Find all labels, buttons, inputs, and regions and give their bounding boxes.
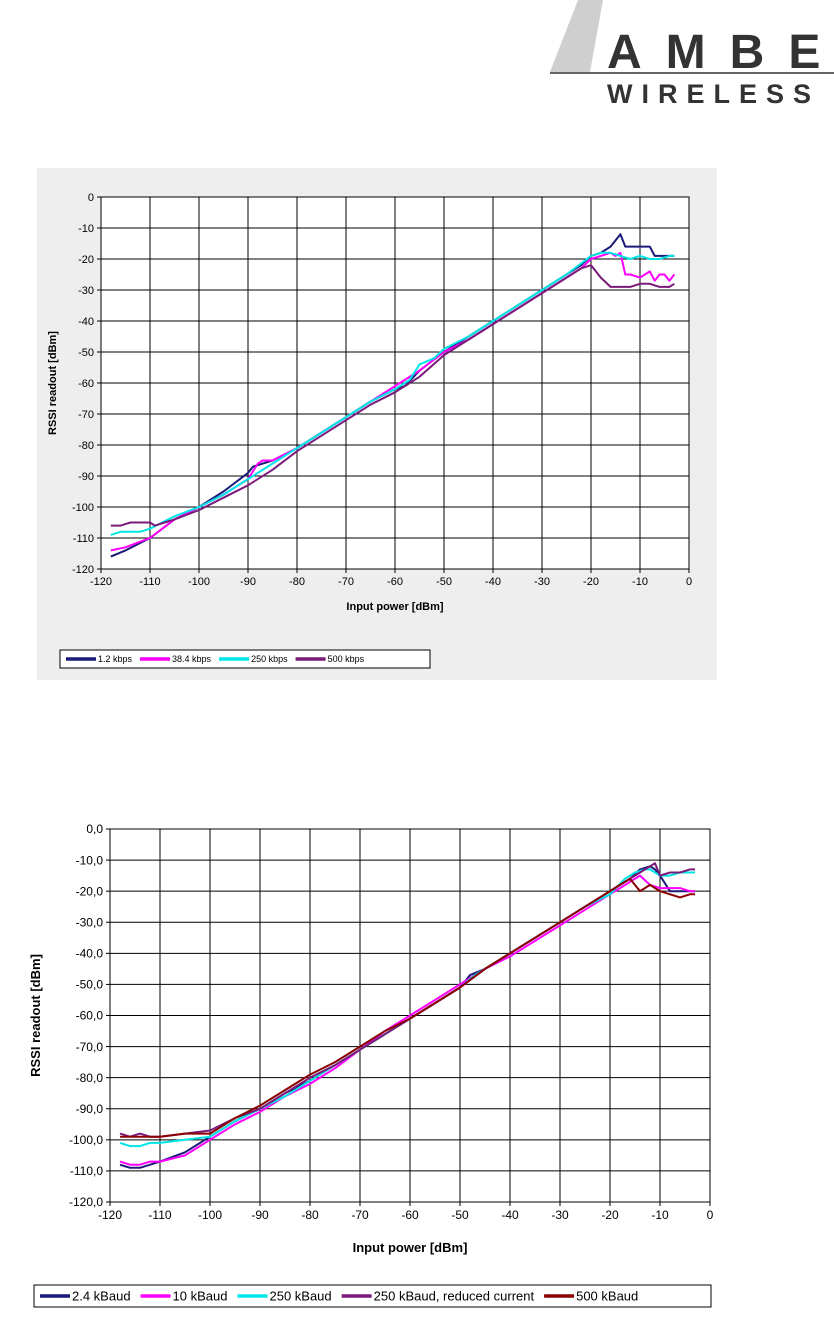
y-tick-label: -40 <box>78 316 94 328</box>
x-tick-label: -30 <box>534 576 550 588</box>
y-tick-label: -70,0 <box>76 1040 104 1054</box>
logo-brand-top: AMBER <box>607 26 834 79</box>
y-tick-label: 0 <box>88 192 94 204</box>
series-line-5 <box>120 877 695 1138</box>
x-tick-label: -70 <box>338 576 354 588</box>
x-tick-label: -100 <box>198 1208 222 1222</box>
series-line-3 <box>110 251 675 536</box>
y-tick-label: -110 <box>73 533 94 545</box>
x-tick-label: 0 <box>707 1208 714 1222</box>
series-line-2 <box>119 874 695 1166</box>
y-tick-label: -10 <box>78 223 94 235</box>
y-tick-label: -50 <box>78 347 94 359</box>
y-tick-label: -30,0 <box>76 915 104 929</box>
y-tick-label: -90 <box>78 471 94 483</box>
legend-label: 500 kBaud <box>576 1289 638 1304</box>
y-tick-label: -50,0 <box>76 978 104 992</box>
x-tick-label: -10 <box>651 1208 669 1222</box>
x-tick-label: -40 <box>501 1208 519 1222</box>
x-tick-label: -60 <box>387 576 403 588</box>
legend-label: 250 kBaud, reduced current <box>374 1289 535 1304</box>
x-tick-label: -20 <box>601 1208 619 1222</box>
y-tick-label: -70 <box>78 409 94 421</box>
x-tick-label: -90 <box>251 1208 269 1222</box>
x-tick-label: -50 <box>451 1208 469 1222</box>
y-tick-label: -90,0 <box>76 1102 104 1116</box>
y-tick-label: -80 <box>78 440 94 452</box>
y-tick-label: -110,0 <box>70 1164 103 1178</box>
x-tick-label: -110 <box>148 1208 171 1222</box>
chart-rssi-kbaud: -120 -110 -100 -90 -80 -70 -60 -50 -40 -30 -20 -10 0… <box>0 805 834 1318</box>
legend-box <box>33 1284 712 1308</box>
y-tick-label: -100,0 <box>69 1133 103 1147</box>
legend-label: 38.4 kbps <box>172 654 212 664</box>
x-tick-label: -10 <box>632 576 648 588</box>
y-axis-label: RSSI readout [dBm] <box>28 954 43 1077</box>
x-tick-label: -50 <box>436 576 452 588</box>
legend-label: 2.4 kBaud <box>72 1289 131 1304</box>
legend-label: 250 kBaud <box>269 1289 331 1304</box>
x-tick-label: -60 <box>401 1208 419 1222</box>
y-tick-label: 0,0 <box>86 822 103 836</box>
y-tick-label: -80,0 <box>76 1071 104 1085</box>
x-tick-label: -90 <box>240 576 256 588</box>
series-line-4 <box>110 264 675 527</box>
legend-label: 500 kbps <box>328 654 365 664</box>
amber-wireless-logo: AMBER WIRELESS <box>550 0 834 109</box>
y-tick-label: -10,0 <box>76 853 104 867</box>
x-tick-label: -100 <box>188 576 210 588</box>
x-tick-label: -120 <box>98 1208 122 1222</box>
logo-brand-bottom: WIRELESS <box>607 79 820 109</box>
chart-rssi-kbps: -120 -110 -100 -90 -80 -70 -60 -50 -40 -30 -20 -10 0… <box>37 168 717 680</box>
legend-label: 10 kBaud <box>173 1289 228 1304</box>
x-axis-label: Input power [dBm] <box>346 601 443 613</box>
y-tick-label: -30 <box>78 285 94 297</box>
chart-rssi-kbaud-svg: -120 -110 -100 -90 -80 -70 -60 -50 -40 -30 -20 -10 0… <box>28 822 714 1308</box>
x-tick-label: -20 <box>583 576 599 588</box>
y-tick-label: -20,0 <box>76 884 104 898</box>
y-tick-label: -60 <box>78 378 94 390</box>
y-tick-label: -100 <box>72 502 94 514</box>
x-tick-label: -80 <box>301 1208 319 1222</box>
y-axis-label: RSSI readout [dBm] <box>47 331 59 435</box>
legend-label: 1.2 kbps <box>98 654 133 664</box>
y-tick-label: -20 <box>78 254 94 266</box>
y-tick-label: -60,0 <box>76 1009 104 1023</box>
y-tick-label: -40,0 <box>76 947 104 961</box>
x-tick-label: -40 <box>485 576 501 588</box>
legend-label: 250 kbps <box>251 654 288 664</box>
x-tick-label: -120 <box>90 576 112 588</box>
y-tick-label: -120,0 <box>69 1195 103 1209</box>
x-tick-label: 0 <box>686 576 692 588</box>
chart-rssi-kbps-svg: -120 -110 -100 -90 -80 -70 -60 -50 -40 -30 -20 -10 0… <box>47 192 692 669</box>
x-tick-label: -110 <box>139 576 160 588</box>
logo-swoosh <box>550 0 603 72</box>
y-tick-label: -120 <box>72 564 94 576</box>
x-axis-label: Input power [dBm] <box>353 1240 468 1255</box>
x-tick-label: -30 <box>551 1208 569 1222</box>
x-tick-label: -70 <box>351 1208 369 1222</box>
x-tick-label: -80 <box>289 576 305 588</box>
